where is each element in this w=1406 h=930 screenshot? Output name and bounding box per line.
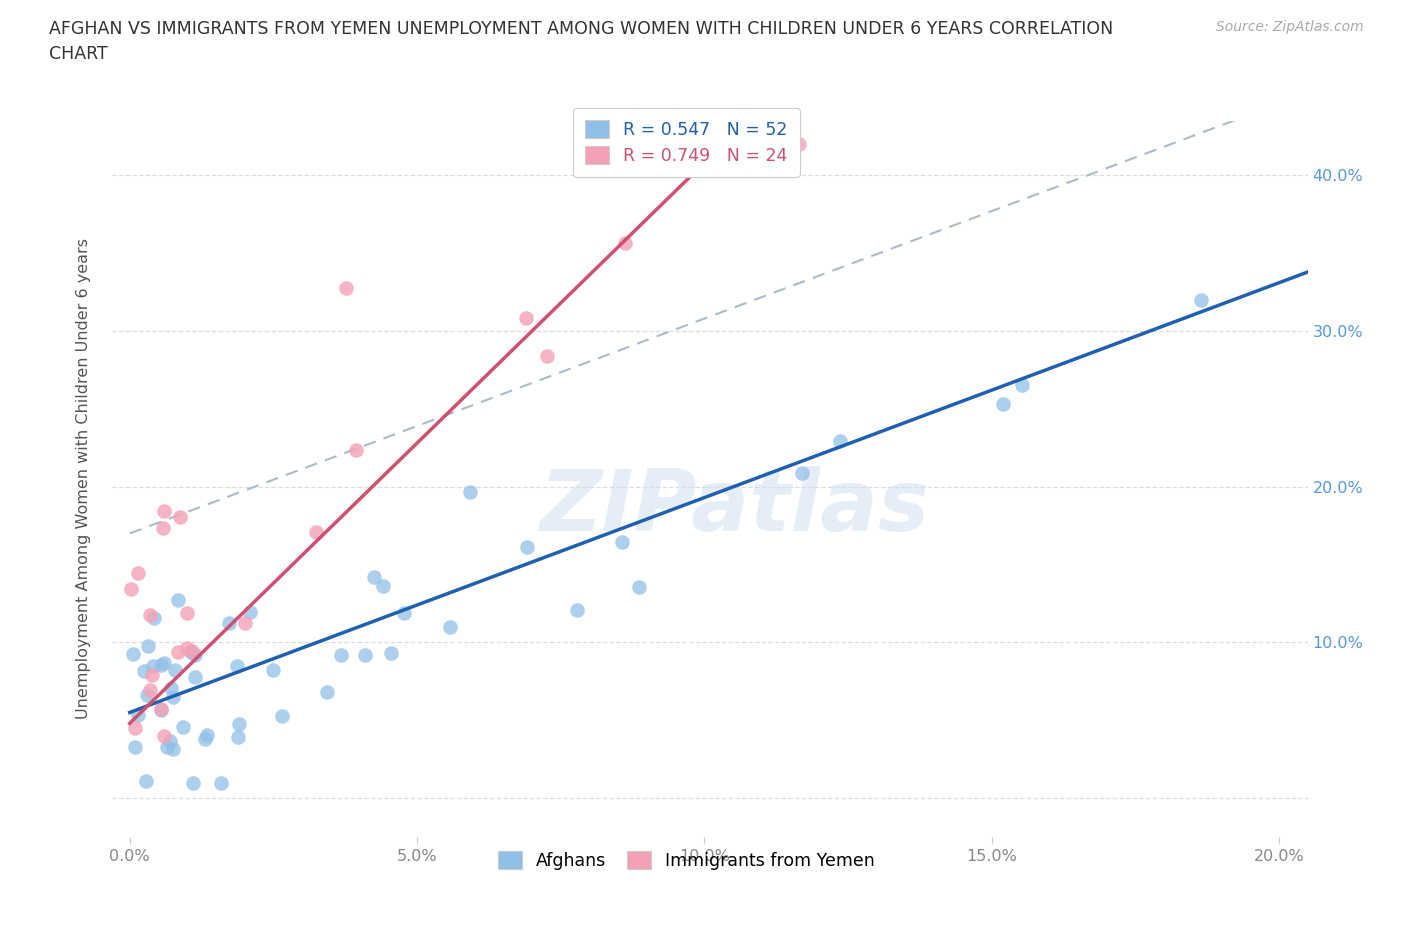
Text: Source: ZipAtlas.com: Source: ZipAtlas.com (1216, 20, 1364, 34)
Point (152, 521, 174, 536)
Point (122, 647, 145, 662)
Point (228, 716, 250, 731)
Point (176, 641, 198, 656)
Point (226, 729, 249, 744)
Point (225, 658, 247, 673)
Point (373, 578, 395, 593)
Point (439, 620, 461, 635)
Point (233, 616, 256, 631)
Point (239, 604, 262, 619)
Point (344, 443, 367, 458)
Point (613, 235, 636, 250)
Point (180, 644, 202, 659)
Point (142, 658, 165, 673)
Point (159, 733, 181, 748)
Point (127, 707, 149, 722)
Point (209, 775, 232, 790)
Legend: Afghans, Immigrants from Yemen: Afghans, Immigrants from Yemen (485, 839, 887, 882)
Point (218, 616, 240, 631)
Point (565, 603, 588, 618)
Point (194, 732, 217, 747)
Point (1011, 378, 1033, 392)
Point (183, 670, 205, 684)
Point (141, 668, 163, 683)
Text: CHART: CHART (49, 45, 108, 62)
Point (169, 510, 191, 525)
Point (363, 570, 385, 585)
Point (181, 644, 204, 658)
Point (127, 565, 149, 580)
Point (152, 656, 174, 671)
Point (156, 739, 179, 754)
Point (172, 720, 194, 735)
Point (132, 663, 155, 678)
Point (150, 702, 173, 717)
Point (779, 137, 801, 152)
Point (536, 349, 558, 364)
Point (120, 581, 142, 596)
Point (515, 311, 537, 325)
Point (335, 281, 357, 296)
Point (790, 466, 813, 481)
Point (305, 525, 328, 539)
Point (124, 739, 146, 754)
Point (163, 663, 186, 678)
Point (270, 709, 292, 724)
Point (329, 647, 352, 662)
Point (162, 742, 184, 757)
Point (176, 606, 198, 621)
Point (149, 658, 172, 672)
Point (830, 434, 852, 449)
Point (195, 727, 218, 742)
Text: ZIPatlas: ZIPatlas (538, 466, 929, 549)
Point (315, 684, 337, 699)
Point (143, 610, 166, 625)
Point (150, 702, 173, 717)
Point (787, 137, 810, 152)
Point (153, 728, 176, 743)
Text: AFGHAN VS IMMIGRANTS FROM YEMEN UNEMPLOYMENT AMONG WOMEN WITH CHILDREN UNDER 6 Y: AFGHAN VS IMMIGRANTS FROM YEMEN UNEMPLOY… (49, 20, 1114, 38)
Point (162, 690, 184, 705)
Point (159, 681, 181, 696)
Y-axis label: Unemployment Among Women with Children Under 6 years: Unemployment Among Women with Children U… (76, 238, 91, 720)
Point (138, 639, 160, 654)
Point (394, 606, 416, 621)
Point (1189, 293, 1212, 308)
Point (139, 608, 162, 623)
Point (166, 593, 188, 608)
Point (612, 535, 634, 550)
Point (152, 503, 174, 518)
Point (516, 540, 538, 555)
Point (380, 646, 402, 661)
Point (135, 688, 157, 703)
Point (166, 645, 188, 660)
Point (263, 663, 285, 678)
Point (354, 647, 377, 662)
Point (124, 721, 146, 736)
Point (458, 485, 481, 499)
Point (181, 775, 204, 790)
Point (139, 682, 162, 697)
Point (135, 774, 157, 789)
Point (184, 648, 207, 663)
Point (993, 396, 1015, 411)
Point (627, 579, 650, 594)
